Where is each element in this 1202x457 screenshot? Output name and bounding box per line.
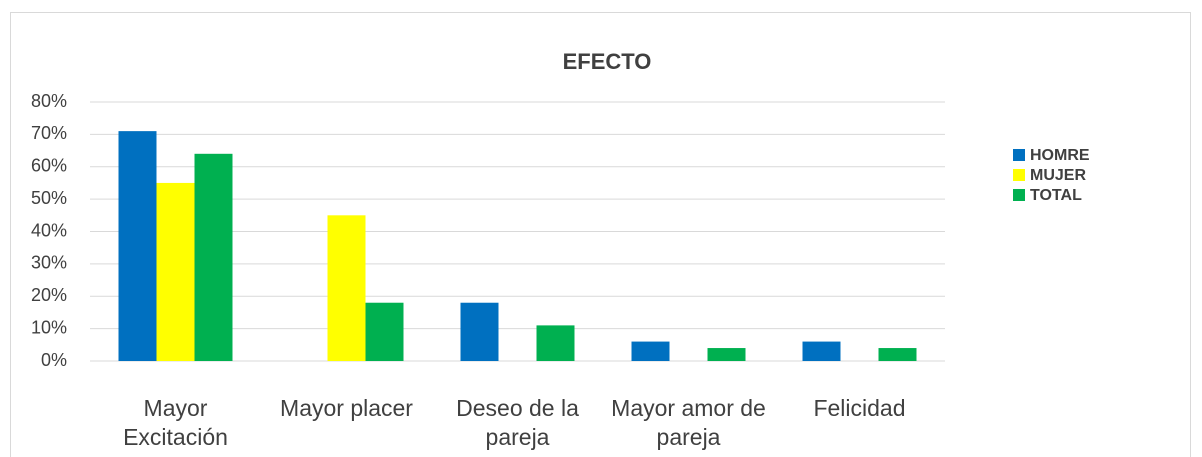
bar	[460, 302, 499, 361]
y-tick-label: 50%	[31, 188, 67, 208]
bar	[707, 348, 746, 361]
y-tick-label: 30%	[31, 253, 67, 273]
legend-label: TOTAL	[1030, 187, 1082, 204]
bar	[118, 131, 157, 361]
bar	[156, 182, 195, 361]
y-tick-label: 80%	[31, 91, 67, 111]
bar	[365, 302, 404, 361]
x-tick-label: Mayor amor de pareja	[611, 395, 766, 450]
y-tick-label: 10%	[31, 317, 67, 337]
legend-swatch	[1013, 169, 1025, 181]
y-tick-label: 60%	[31, 156, 67, 176]
chart-border	[10, 12, 1191, 457]
x-tick-label: Mayor placer	[280, 395, 413, 421]
bar	[194, 153, 233, 361]
x-tick-label: Deseo de la pareja	[456, 395, 579, 450]
x-tick-label: Mayor Excitación	[123, 395, 228, 450]
bar	[536, 325, 575, 361]
x-tick-label: Felicidad	[813, 395, 906, 421]
chart-title: EFECTO	[563, 49, 652, 74]
legend-label: MUJER	[1030, 167, 1086, 184]
y-tick-label: 40%	[31, 220, 67, 240]
y-tick-label: 20%	[31, 285, 67, 305]
legend-swatch	[1013, 149, 1025, 161]
bar	[802, 341, 841, 361]
bar	[327, 215, 366, 361]
legend-label: HOMRE	[1030, 147, 1090, 164]
bar	[631, 341, 670, 361]
bar	[878, 348, 917, 361]
y-tick-label: 70%	[31, 123, 67, 143]
y-tick-label: 0%	[41, 350, 67, 370]
legend-swatch	[1013, 189, 1025, 201]
